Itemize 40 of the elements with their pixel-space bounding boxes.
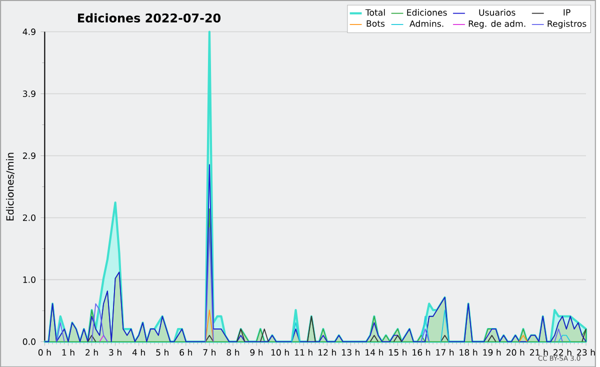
x-tick-label: 14 h xyxy=(366,348,384,356)
y-tick-label: 3.9 xyxy=(23,90,36,97)
legend-label: IP xyxy=(564,8,570,16)
x-tick-label: 7 h xyxy=(203,348,216,356)
x-tick-label: 15 h xyxy=(389,348,407,356)
x-tick-label: 8 h xyxy=(226,348,240,356)
x-tick-label: 18 h xyxy=(460,348,478,356)
x-tick-label: 23 h xyxy=(577,348,595,356)
x-tick-label: 13 h xyxy=(342,348,360,356)
legend-label: Total xyxy=(365,8,385,16)
y-axis-title: Ediciones/min xyxy=(6,152,14,220)
legend-label: Bots xyxy=(366,20,385,27)
x-tick-label: 2 h xyxy=(86,348,98,356)
legend-label: Admins. xyxy=(410,20,444,27)
legend-label: Ediciones xyxy=(407,8,447,16)
x-tick-label: 3 h xyxy=(109,348,122,356)
x-tick-label: 19 h xyxy=(483,348,501,356)
x-tick-label: 0 h xyxy=(38,348,51,356)
x-tick-label: 10 h xyxy=(271,348,289,356)
x-tick-label: 11 h xyxy=(294,348,312,356)
x-tick-label: 16 h xyxy=(412,348,430,356)
legend-label: Reg. de adm. xyxy=(468,20,526,28)
y-tick-label: 0.0 xyxy=(22,338,36,345)
x-tick-label: 6 h xyxy=(180,348,192,356)
chart-title: Ediciones 2022-07-20 xyxy=(78,13,221,22)
x-tick-label: 5 h xyxy=(156,348,168,356)
legend-label: Registros xyxy=(548,20,586,28)
x-tick-label: 17 h xyxy=(436,348,454,356)
x-tick-label: 1 h xyxy=(62,348,74,356)
x-tick-label: 12 h xyxy=(318,348,336,356)
x-tick-label: 4 h xyxy=(132,348,145,356)
y-tick-label: 1.0 xyxy=(23,276,36,283)
x-tick-label: 20 h xyxy=(506,348,524,356)
x-tick-label: 21 h xyxy=(530,348,548,356)
legend-label: Usuarios xyxy=(479,8,516,16)
y-tick-label: 2.9 xyxy=(22,152,36,159)
y-tick-label: 2.0 xyxy=(22,214,36,221)
y-tick-label: 4.9 xyxy=(22,28,36,35)
x-tick-label: 22 h xyxy=(554,348,572,356)
x-tick-label: 9 h xyxy=(250,348,263,356)
